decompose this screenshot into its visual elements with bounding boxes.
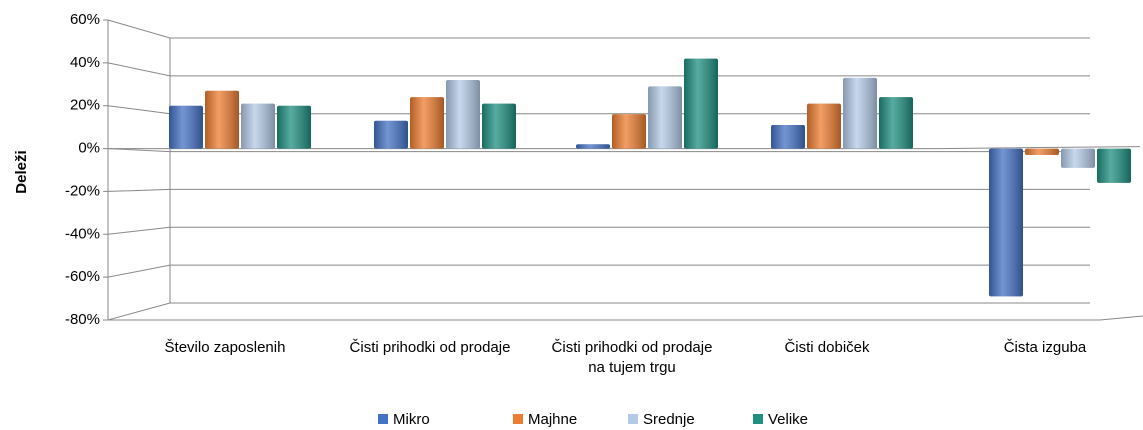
grid-line <box>103 188 1090 192</box>
bar-shade <box>576 144 610 149</box>
x-tick-label: Čista izguba <box>1003 339 1087 356</box>
legend-swatch <box>378 414 388 424</box>
legend-swatch <box>628 414 638 424</box>
bar-shade <box>241 103 275 149</box>
bar-shade <box>771 125 805 149</box>
legend-label: Srednje <box>643 411 695 428</box>
floor-edge <box>108 315 1143 321</box>
grid-line <box>103 226 1090 235</box>
grid-line <box>103 302 1090 321</box>
bar-shade <box>169 105 203 149</box>
bar-shade <box>410 97 444 149</box>
x-tick-label: Čisti prihodki od prodaje <box>349 339 511 356</box>
bar-shade <box>277 105 311 149</box>
y-tick-label: -80% <box>65 311 100 328</box>
y-tick-label: -40% <box>65 225 100 242</box>
bar-shade <box>1097 148 1131 183</box>
grid-line <box>103 19 1090 39</box>
bar-shade <box>684 58 718 149</box>
legend-label: Mikro <box>393 411 430 428</box>
grid-line <box>103 62 1090 77</box>
bar-shade <box>446 80 480 149</box>
y-tick-label: -20% <box>65 182 100 199</box>
legend-swatch <box>513 414 523 424</box>
y-tick-label: -60% <box>65 268 100 285</box>
legend-swatch <box>753 414 763 424</box>
bar-shade <box>205 90 239 149</box>
bar-shade <box>1061 148 1095 168</box>
legend-label: Velike <box>768 411 808 428</box>
x-tick-label: Čisti dobiček <box>784 339 870 356</box>
x-tick-label: Čisti prihodki od prodaje na tujem trgu <box>551 339 713 376</box>
bar-shade <box>612 114 646 149</box>
bar-shade <box>879 97 913 149</box>
grid-line <box>103 264 1090 278</box>
bar-shade <box>648 86 682 149</box>
bar-shade <box>843 77 877 149</box>
bar-shade <box>807 103 841 149</box>
grid-line <box>103 148 1090 153</box>
bar-shade <box>482 103 516 149</box>
legend-label: Majhne <box>528 411 577 428</box>
bar-shade <box>989 148 1023 297</box>
y-tick-label: 40% <box>70 54 100 71</box>
bar-shade <box>1025 148 1059 155</box>
x-tick-label: Število zaposlenih <box>164 339 286 356</box>
bar-shade <box>374 120 408 149</box>
y-tick-label: 20% <box>70 97 100 114</box>
y-axis-label: Deleži <box>13 150 30 193</box>
y-tick-label: 60% <box>70 11 100 28</box>
grid-line <box>103 105 1090 115</box>
y-tick-label: 0% <box>78 140 100 157</box>
